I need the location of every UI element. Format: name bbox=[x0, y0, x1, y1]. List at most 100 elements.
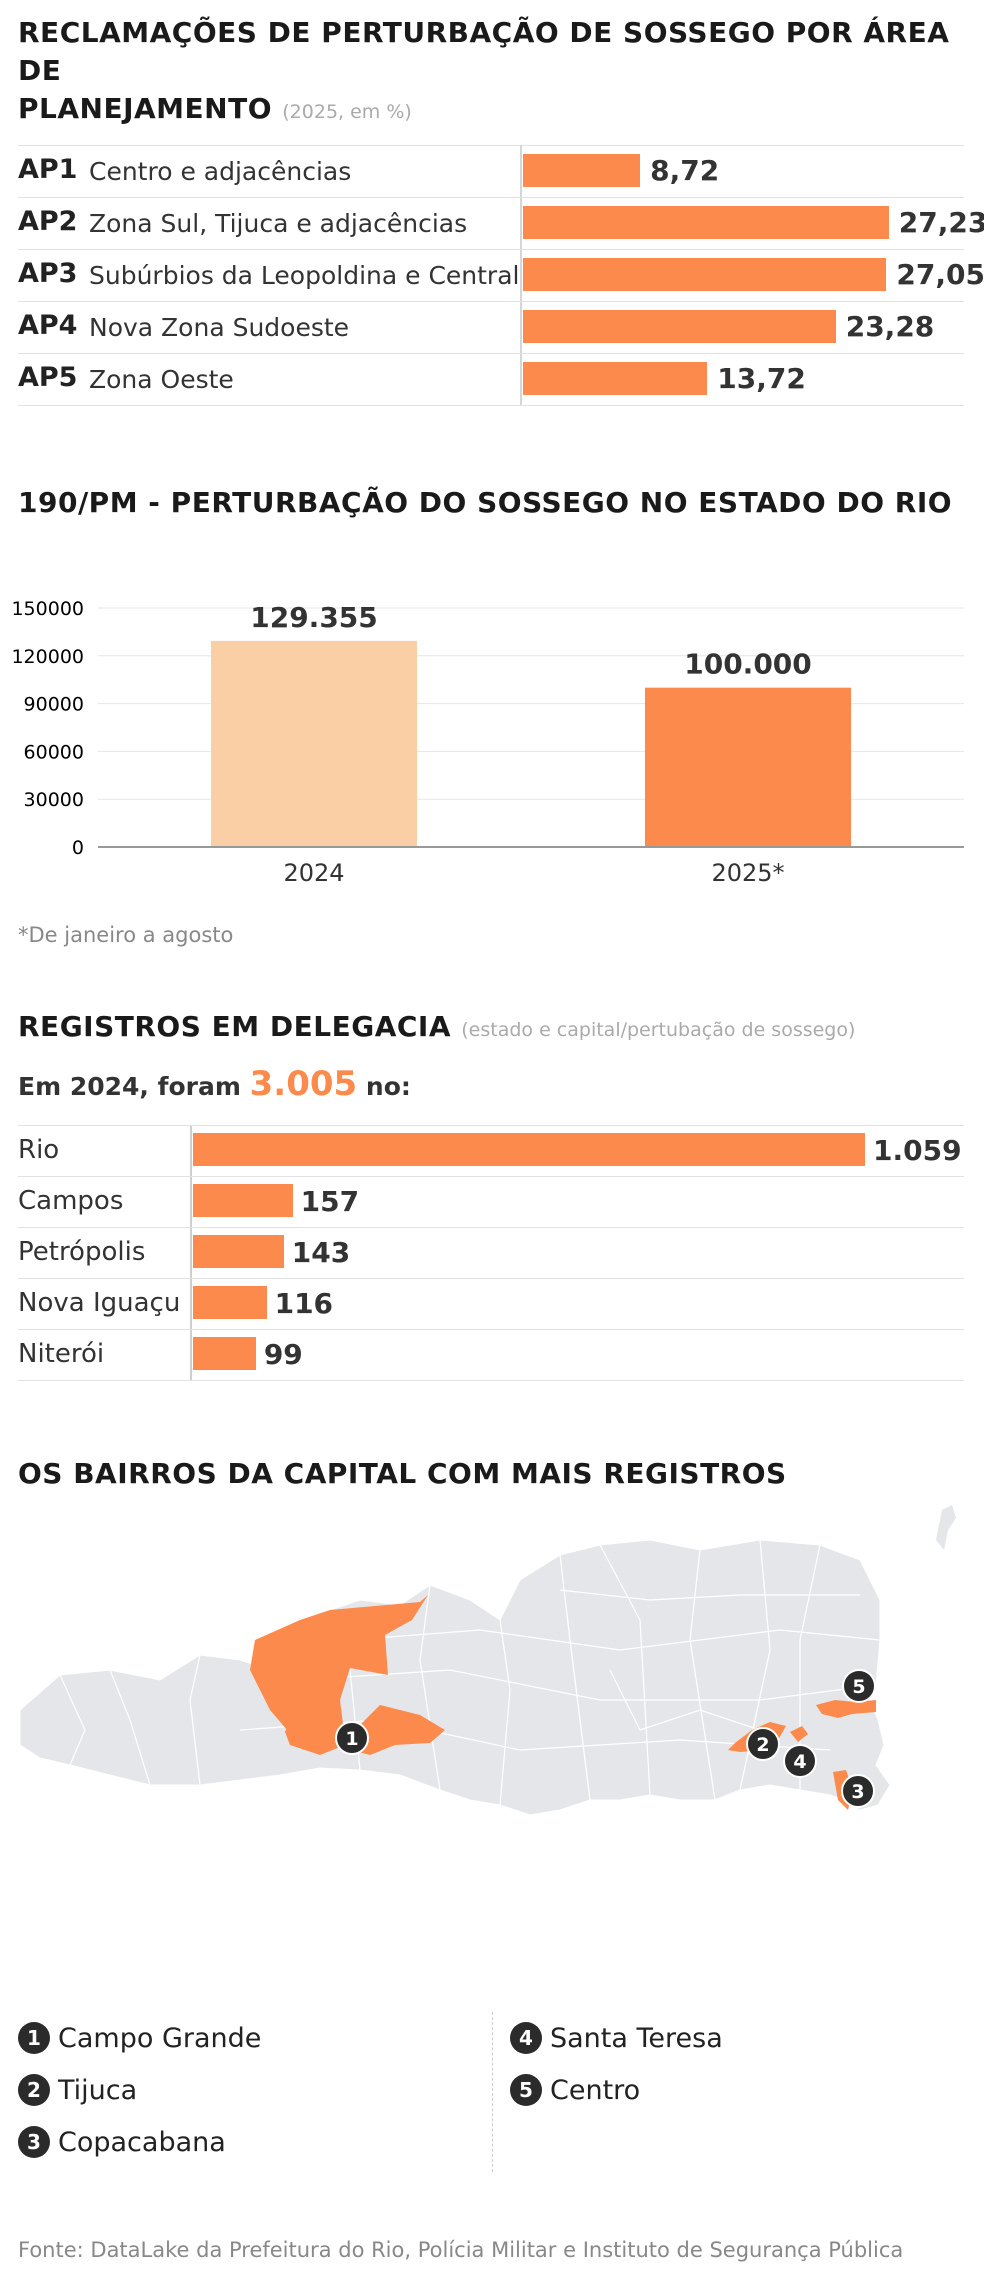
city-value-3: 116 bbox=[274, 1287, 334, 1320]
intro-value: 3.005 bbox=[249, 1064, 358, 1104]
section4-title: OS BAIRROS DA CAPITAL COM MAIS REGISTROS bbox=[18, 1457, 787, 1490]
legend-badge-5: 5 bbox=[510, 2074, 542, 2106]
ap-row-line bbox=[18, 301, 964, 302]
ap-row-line bbox=[18, 405, 964, 406]
city-row-line bbox=[18, 1125, 964, 1126]
map-island bbox=[936, 1505, 956, 1550]
city-row-line bbox=[18, 1176, 964, 1177]
ap-label-3: Nova Zona Sudoeste bbox=[89, 313, 350, 342]
city-bar-3 bbox=[193, 1286, 267, 1319]
y-tick-label: 60000 bbox=[24, 741, 84, 763]
legend-label-1: Campo Grande bbox=[58, 2022, 262, 2054]
intro-prefix: Em 2024, foram bbox=[18, 1072, 241, 1101]
legend-item-4: 4 Santa Teresa bbox=[510, 2022, 723, 2054]
section3-title: REGISTROS EM DELEGACIA bbox=[18, 1010, 451, 1043]
section1-title: RECLAMAÇÕES DE PERTURBAÇÃO DE SOSSEGO PO… bbox=[18, 14, 968, 131]
city-row-line bbox=[18, 1380, 964, 1381]
x-tick-label: 2024 bbox=[283, 859, 344, 887]
legend-item-3: 3 Copacabana bbox=[18, 2126, 226, 2158]
ap-label-1: Zona Sul, Tijuca e adjacências bbox=[89, 209, 468, 238]
map-area-centro bbox=[816, 1700, 876, 1718]
section1-title-line2-wrap: PLANEJAMENTO (2025, em %) bbox=[18, 90, 968, 131]
city-row-line bbox=[18, 1227, 964, 1228]
bar-value-label: 100.000 bbox=[684, 648, 812, 681]
ap-label-0: Centro e adjacências bbox=[89, 157, 352, 186]
section1-note: (2025, em %) bbox=[282, 101, 412, 123]
bar-value-label: 129.355 bbox=[250, 601, 378, 634]
map-badge-5: 5 bbox=[842, 1669, 876, 1703]
y-tick-label: 0 bbox=[72, 837, 84, 859]
city-axis-line bbox=[190, 1125, 192, 1380]
section1-title-line2: PLANEJAMENTO bbox=[18, 92, 273, 125]
ap-code-2: AP3 bbox=[18, 258, 78, 289]
city-row-line bbox=[18, 1278, 964, 1279]
ap-label-2: Subúrbios da Leopoldina e Central bbox=[89, 261, 520, 290]
ap-bar-3 bbox=[523, 310, 836, 343]
city-label-0: Rio bbox=[18, 1135, 60, 1165]
map-city-base bbox=[19, 1539, 891, 1816]
legend-item-2: 2 Tijuca bbox=[18, 2074, 137, 2106]
legend-label-4: Santa Teresa bbox=[550, 2022, 723, 2054]
legend-item-1: 1 Campo Grande bbox=[18, 2022, 261, 2054]
ap-value-2: 27,05 bbox=[896, 258, 984, 291]
legend-badge-4: 4 bbox=[510, 2022, 542, 2054]
section3-note: (estado e capital/pertubação de sossego) bbox=[461, 1019, 856, 1041]
map-badge-4: 4 bbox=[783, 1744, 817, 1778]
city-value-2: 143 bbox=[291, 1236, 351, 1269]
section1-title-line1: RECLAMAÇÕES DE PERTURBAÇÃO DE SOSSEGO PO… bbox=[18, 16, 950, 87]
section3-intro: Em 2024, foram 3.005 no: bbox=[18, 1064, 411, 1104]
city-value-0: 1.059 bbox=[873, 1134, 962, 1167]
source-footer: Fonte: DataLake da Prefeitura do Rio, Po… bbox=[18, 2238, 904, 2262]
city-value-4: 99 bbox=[263, 1338, 303, 1371]
map-badge-2: 2 bbox=[746, 1727, 780, 1761]
section2-footnote: *De janeiro a agosto bbox=[18, 923, 234, 947]
ap-code-4: AP5 bbox=[18, 362, 78, 393]
legend-item-5: 5 Centro bbox=[510, 2074, 640, 2106]
map-badge-3-label: 3 bbox=[851, 1781, 864, 1803]
city-bar-4 bbox=[193, 1337, 256, 1370]
legend-label-2: Tijuca bbox=[58, 2074, 138, 2106]
ap-bar-0 bbox=[523, 154, 641, 187]
city-bar-0 bbox=[193, 1133, 865, 1166]
map-badge-1-label: 1 bbox=[345, 1728, 358, 1750]
city-bar-1 bbox=[193, 1184, 293, 1217]
section2-title: 190/PM - PERTURBAÇÃO DO SOSSEGO NO ESTAD… bbox=[18, 486, 953, 519]
map-area-campo-grande-north bbox=[250, 1595, 428, 1745]
intro-suffix: no: bbox=[365, 1072, 411, 1101]
ap-row-line bbox=[18, 197, 964, 198]
city-label-1: Campos bbox=[18, 1186, 124, 1216]
ap-value-4: 13,72 bbox=[717, 362, 806, 395]
ap-value-3: 23,28 bbox=[845, 310, 935, 343]
city-bar-2 bbox=[193, 1235, 284, 1268]
map-badge-2-label: 2 bbox=[756, 1734, 769, 1756]
section3-title-wrap: REGISTROS EM DELEGACIA (estado e capital… bbox=[18, 1008, 855, 1049]
y-tick-label: 150000 bbox=[11, 598, 84, 620]
city-label-4: Niterói bbox=[18, 1339, 105, 1369]
ap-value-0: 8,72 bbox=[650, 154, 720, 187]
city-row-line bbox=[18, 1329, 964, 1330]
ap-bar-2 bbox=[523, 258, 887, 291]
map-area-santa-teresa bbox=[790, 1726, 808, 1742]
ap-axis-line bbox=[520, 145, 522, 405]
legend-badge-1: 1 bbox=[18, 2022, 50, 2054]
map-badge-3: 3 bbox=[841, 1774, 875, 1808]
map-badge-4-label: 4 bbox=[793, 1751, 806, 1773]
ap-row-line bbox=[18, 145, 964, 146]
map-badge-1: 1 bbox=[335, 1721, 369, 1755]
legend-badge-3: 3 bbox=[18, 2126, 50, 2158]
legend-badge-2: 2 bbox=[18, 2074, 50, 2106]
y-tick-label: 90000 bbox=[24, 694, 84, 716]
ap-value-1: 27,23 bbox=[898, 206, 984, 239]
city-label-3: Nova Iguaçu bbox=[18, 1288, 181, 1318]
ap-row-line bbox=[18, 249, 964, 250]
city-label-2: Petrópolis bbox=[18, 1237, 146, 1267]
legend-label-3: Copacabana bbox=[58, 2126, 226, 2158]
ap-bar-4 bbox=[523, 362, 708, 395]
ap-code-3: AP4 bbox=[18, 310, 78, 341]
rio-map: 1 2 3 4 5 bbox=[19, 1505, 956, 1816]
ap-bar-1 bbox=[523, 206, 889, 239]
y-tick-label: 30000 bbox=[24, 789, 84, 811]
ap-row-line bbox=[18, 353, 964, 354]
bar-2025* bbox=[645, 687, 851, 847]
bar-2024 bbox=[211, 640, 417, 847]
